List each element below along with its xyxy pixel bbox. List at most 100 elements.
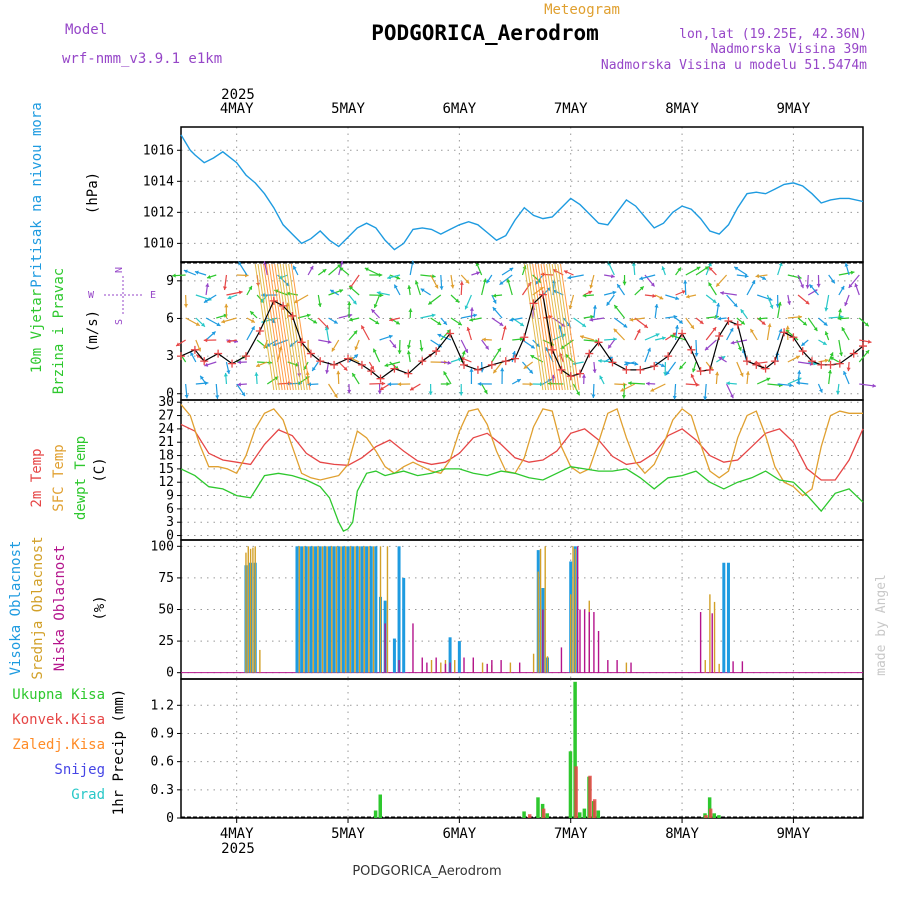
wind-arrow-head [499, 280, 504, 285]
wind-arrow-head [699, 320, 704, 324]
wind-arrow-head [661, 266, 666, 271]
wind-arrow-head [591, 394, 596, 398]
precip-ylabel: 1hr Precip (mm) [111, 689, 127, 815]
cloud-bar-mid [537, 571, 539, 673]
cloud-bar-mid [298, 546, 301, 673]
wind-arrow-head [464, 305, 469, 310]
temp-ylabel-sfc: SFC Temp [51, 444, 67, 511]
wind-arrow-head [395, 320, 400, 325]
wind-arrow-head [650, 387, 655, 392]
wind-arrow-head [500, 367, 505, 372]
cloud-ylabel-mid: Srednja Oblacnost [30, 536, 46, 679]
wind-arrow-head [384, 363, 389, 368]
cloud-bar-mid [709, 594, 711, 673]
wind-arrow-head [690, 324, 695, 329]
wind-streak [548, 263, 569, 391]
wind-gust-mark [715, 332, 724, 341]
wind-arrow-head [535, 280, 540, 285]
wind-arrow-head [660, 363, 665, 368]
wind-gust-mark [487, 360, 496, 369]
precip-bar-total [545, 813, 550, 818]
cloud-bar-mid [368, 546, 370, 673]
wind-arrow-head [734, 266, 739, 271]
wind-arrow-head [447, 360, 452, 365]
wind-streak [557, 263, 577, 391]
cloud-bar-high [309, 546, 313, 673]
wind-arrow-head [207, 274, 211, 279]
wind-gust-mark [650, 362, 659, 371]
cloud-bar-mid [252, 547, 254, 673]
wind-arrow-head [744, 273, 749, 279]
wind-arrow-head [567, 275, 572, 280]
cloud-bar-high [300, 546, 304, 673]
wind-arrow-head [805, 300, 810, 305]
cloud-bar-mid [363, 546, 365, 673]
wind-streak [268, 263, 289, 391]
cloud-bar-low [576, 546, 579, 673]
wind-arrow-head [330, 289, 335, 294]
wind-arrow-head [184, 394, 189, 399]
wind-arrow-head [325, 369, 330, 374]
wind-arrow-head [473, 313, 478, 318]
wind-arrow-head [434, 284, 439, 289]
day-label-bottom: 6MAY [443, 826, 477, 842]
cloud-bar-mid [312, 546, 314, 673]
wind-arrow-head [677, 267, 681, 272]
tick-label-wind: 6 [166, 311, 174, 326]
wind-arrow-head [469, 307, 474, 311]
tick-label-temperature: 12 [158, 475, 174, 490]
wind-arrow-head [672, 332, 677, 337]
wind-arrow-head [797, 370, 802, 374]
wind-arrow-head [545, 347, 550, 352]
wind-gust-mark [696, 367, 705, 376]
wind-arrow-head [739, 372, 744, 377]
cloud-bar-mid [532, 653, 535, 673]
cloud-bar-high [722, 562, 726, 673]
lonlat-label: lon,lat (19.25E, 42.36N) [679, 27, 867, 42]
cloud-bar-mid [718, 663, 720, 673]
wind-arrow-head [373, 304, 378, 308]
wind-streak [554, 263, 574, 391]
day-label-bottom: 7MAY [554, 826, 588, 842]
cloud-bar-high [323, 546, 327, 673]
wind-arrow-head [263, 344, 268, 349]
wind-arrow-head [224, 303, 229, 308]
wind-gust-mark [511, 354, 520, 363]
wind-arrow-head [353, 330, 358, 335]
wind-gust-mark [566, 372, 575, 381]
wind-gust-mark [404, 369, 413, 378]
precip-legend-0: Ukupna Kisa [12, 687, 105, 703]
wind-arrow-head [476, 271, 481, 276]
cloud-bar-low [384, 623, 386, 673]
model-elevation-label: Nadmorska Visina u modelu 51.5474m [601, 58, 867, 73]
cloud-bar-high [457, 641, 461, 673]
wind-arrow-head [446, 381, 450, 387]
tick-label-precip: 0.3 [151, 783, 174, 798]
cloud-bar-mid [340, 546, 342, 673]
wind-arrow-head [414, 280, 419, 285]
cloud-bar-low [593, 612, 595, 673]
wind-arrow-head [621, 394, 627, 399]
wind-arrow-head [312, 366, 316, 371]
cloud-bar-high [448, 637, 452, 673]
wind-ylabel: 10m Vjetar [29, 289, 45, 373]
wind-arrow-head [431, 313, 436, 318]
cloud-bar-mid [386, 546, 389, 673]
wind-gust-mark [241, 352, 250, 361]
wind-arrow-head [347, 301, 352, 306]
precip-bar-convective [588, 775, 592, 818]
wind-arrow-head [854, 283, 859, 288]
wind-gust-mark [622, 365, 631, 374]
wind-arrow-head [801, 342, 806, 346]
wind-arrow-head [694, 353, 699, 357]
wind-arrow-head [336, 370, 341, 375]
cloud-bar-mid [321, 546, 324, 673]
wind-arrow-head [696, 266, 701, 271]
wind-arrow-head [613, 328, 618, 333]
cloud-bar-mid [546, 656, 549, 673]
wind-arrow-head [506, 278, 511, 283]
cloud-unit: (%) [92, 595, 108, 620]
wind-arrow-head [787, 301, 792, 305]
wind-arrow-head [848, 283, 853, 288]
wind-gust-mark [678, 329, 687, 338]
